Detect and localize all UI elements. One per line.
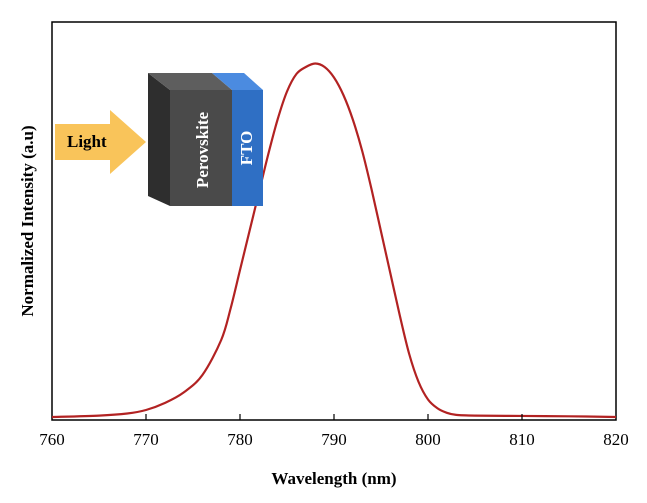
light-label: Light: [67, 132, 107, 151]
y-axis-label: Normalized Intensity (a.u): [18, 125, 37, 316]
x-tick-label-800: 800: [415, 430, 441, 449]
fto-layer-top: [212, 73, 263, 90]
perovskite-layer-top: [148, 73, 232, 90]
light-arrow-icon: [55, 110, 146, 174]
x-tick-label-760: 760: [39, 430, 65, 449]
series-line-pl-spectrum: [51, 62, 617, 419]
fto-label: FTO: [237, 131, 256, 166]
device-schematic-inset: Light Perovskite FTO: [55, 73, 263, 206]
perovskite-label: Perovskite: [193, 111, 212, 188]
x-tick-label-790: 790: [321, 430, 347, 449]
x-tick-label-820: 820: [603, 430, 629, 449]
perovskite-layer-side: [148, 73, 170, 206]
fto-layer-front: [232, 90, 263, 206]
perovskite-layer-front: [170, 90, 232, 206]
x-axis-ticks: 760 770 780 790 800 810 820: [39, 414, 629, 449]
plot-area-frame: [51, 21, 617, 421]
x-tick-label-810: 810: [509, 430, 535, 449]
x-tick-label-770: 770: [133, 430, 159, 449]
x-tick-label-780: 780: [227, 430, 253, 449]
x-axis-label: Wavelength (nm): [271, 469, 396, 488]
